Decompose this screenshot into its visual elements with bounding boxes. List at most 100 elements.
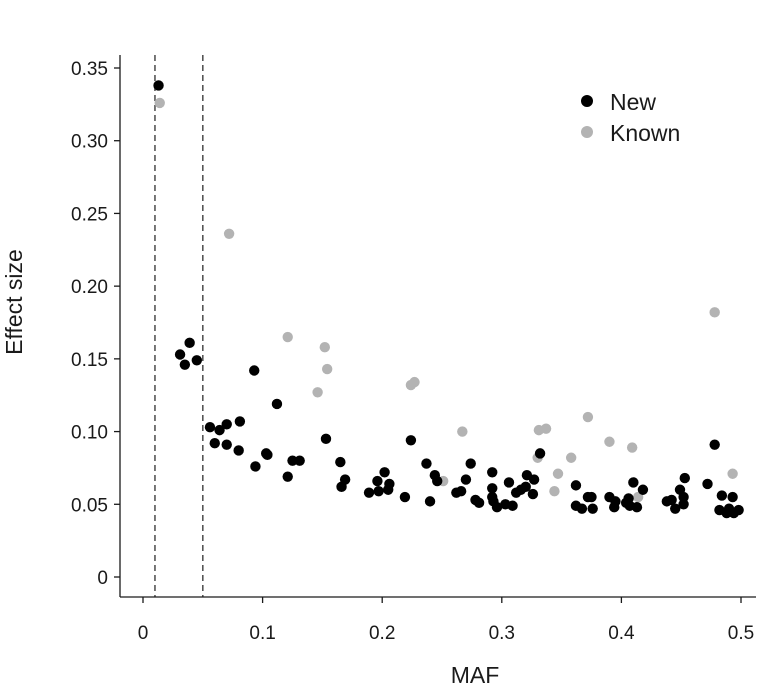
data-point-new (233, 445, 244, 456)
data-point-new (221, 419, 232, 430)
data-point-new (534, 448, 546, 459)
y-tick-label: 0.25 (71, 204, 108, 225)
data-point-known (321, 363, 333, 375)
data-point-known (582, 411, 594, 423)
data-point-new (733, 504, 744, 516)
data-point-new (527, 488, 539, 500)
data-point-new (372, 475, 383, 487)
data-point-new (153, 80, 164, 91)
data-point-new (249, 365, 260, 376)
data-point-new (335, 456, 346, 468)
y-axis-title: Effect size (1, 249, 27, 355)
data-point-new (262, 449, 273, 461)
data-point-new (424, 496, 436, 507)
x-axis-title: MAF (451, 662, 500, 688)
data-point-new (460, 474, 472, 485)
x-tick-label: 0.2 (369, 623, 395, 644)
data-point-known (626, 442, 638, 453)
y-tick-label: 0.20 (71, 277, 108, 298)
data-point-new (287, 455, 298, 466)
data-point-new (631, 501, 643, 513)
data-point-new (191, 355, 203, 366)
data-point-known (409, 376, 420, 388)
data-point-new (678, 491, 689, 503)
data-point-new (184, 337, 195, 349)
data-point-new (702, 478, 713, 490)
data-point-known (540, 423, 552, 434)
data-point-new (250, 461, 261, 472)
data-point-known (549, 485, 560, 497)
data-point-new (379, 467, 390, 478)
data-point-new (221, 439, 232, 450)
data-point-known (223, 228, 235, 239)
data-point-new (666, 494, 677, 506)
data-point-known (282, 331, 293, 343)
data-point-new (520, 481, 531, 493)
y-tick-label: 0.30 (71, 132, 108, 153)
data-point-new (209, 438, 220, 449)
data-point-new (432, 475, 443, 487)
data-point-known (154, 97, 165, 109)
x-ticks: 0 0.1 0.2 0.3 0.4 0.5 (138, 597, 754, 644)
y-ticks: 0 0.05 0.10 0.15 0.20 0.25 0.30 0.35 (71, 59, 120, 589)
data-point-known (604, 436, 615, 447)
data-points (153, 80, 744, 519)
data-point-known (709, 307, 720, 318)
data-point-new (234, 416, 246, 427)
data-point-new (271, 398, 283, 410)
data-point-new (610, 496, 621, 507)
data-point-known (565, 452, 577, 463)
y-tick-label: 0.15 (71, 350, 108, 371)
data-point-known (552, 468, 564, 479)
data-point-new (373, 485, 384, 497)
data-point-new (339, 474, 351, 485)
data-point-new (405, 435, 417, 446)
data-point-new (491, 501, 503, 513)
data-point-new (503, 477, 515, 488)
x-tick-label: 0 (138, 623, 149, 644)
data-point-new (179, 359, 191, 370)
data-point-new (320, 433, 332, 445)
data-point-new (363, 487, 375, 498)
data-point-new (174, 349, 186, 360)
legend: New Known (581, 89, 680, 146)
data-point-new (455, 485, 467, 497)
x-tick-label: 0.4 (608, 623, 635, 644)
data-point-new (678, 499, 689, 510)
data-point-new (679, 472, 690, 484)
data-point-new (576, 503, 588, 514)
data-point-new (399, 491, 411, 503)
data-point-new (586, 491, 597, 503)
threshold-lines (154, 55, 204, 597)
x-tick-label: 0.5 (728, 623, 754, 644)
data-point-new (465, 458, 476, 469)
data-point-new (670, 503, 681, 514)
data-point-known (727, 468, 738, 479)
y-tick-label: 0.05 (71, 495, 108, 516)
data-point-new (628, 477, 639, 488)
data-point-new (587, 503, 598, 514)
data-point-new (473, 497, 485, 509)
data-point-new (528, 474, 540, 485)
data-point-known (457, 426, 468, 437)
data-point-new (637, 484, 649, 495)
data-point-known (319, 342, 330, 353)
y-tick-label: 0 (97, 568, 108, 589)
data-point-new (727, 491, 738, 503)
legend-marker-known (581, 126, 593, 138)
data-point-new (487, 467, 498, 478)
data-point-new (507, 500, 518, 511)
legend-marker-new (581, 95, 593, 107)
data-point-new (487, 483, 498, 494)
data-point-new (214, 424, 225, 436)
data-point-new (709, 439, 720, 450)
data-point-new (421, 458, 432, 469)
data-point-known (312, 387, 323, 398)
data-point-new (716, 490, 728, 501)
data-point-new (204, 422, 216, 433)
x-tick-label: 0.1 (249, 623, 275, 644)
legend-label-new: New (610, 89, 656, 115)
data-point-new (294, 455, 305, 466)
y-tick-label: 0.10 (71, 423, 108, 444)
